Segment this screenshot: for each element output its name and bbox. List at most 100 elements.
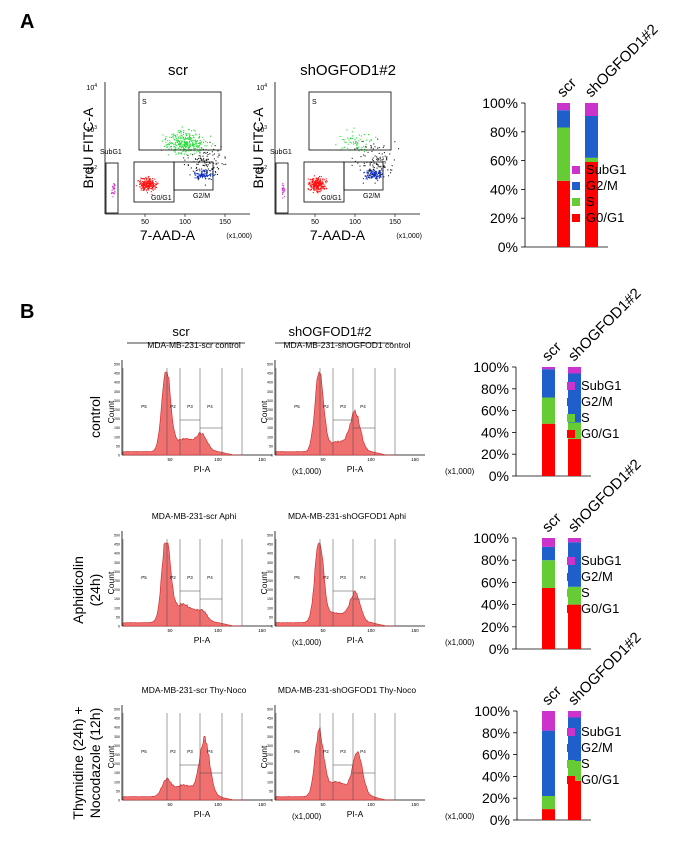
scatter-dot [347, 143, 349, 145]
histogram-gate-label: P4 [360, 749, 366, 754]
bar-category-label: scr [539, 683, 565, 709]
histogram-x-tick: 50 [320, 628, 326, 633]
scatter-dot [375, 163, 377, 165]
histogram-gate-label: P2 [323, 575, 329, 580]
scatter-dot [174, 142, 176, 144]
scatter-dot [370, 145, 372, 147]
scatter-dot [187, 138, 189, 140]
scatter-dot [193, 153, 195, 155]
scatter-dot [187, 145, 189, 147]
scatter-dot [145, 183, 147, 185]
scatter-dot [372, 172, 374, 174]
scatter-dot [319, 178, 321, 180]
scatter-dot [139, 183, 141, 185]
scatter-dot [202, 174, 204, 176]
histogram-y-tick: 50 [269, 789, 273, 793]
scatter-dot [316, 187, 318, 189]
scatter-dot [179, 152, 181, 154]
scatter-dot [318, 190, 320, 192]
histogram-x-tick: 150 [258, 802, 266, 807]
scatter-dot [208, 175, 210, 177]
scatter-dot [213, 148, 215, 150]
scatter-dot [282, 197, 284, 199]
scatter-dot [190, 149, 192, 151]
histogram-thynoco-scr: MDA-MB-231-scr Thy-Noco50045040035030025… [106, 685, 322, 821]
scatter-dot [204, 145, 206, 147]
scatter-dot [386, 158, 388, 160]
scatter-dot [325, 180, 327, 182]
scatter-dot [196, 169, 198, 171]
scatter-dot [141, 184, 143, 186]
bar-segment-s [542, 796, 555, 810]
scatter-dot [373, 171, 375, 173]
scatter-dot [169, 136, 171, 138]
scatter-dot [192, 170, 194, 172]
scatter-dot [178, 139, 180, 141]
scatter-dot [362, 141, 364, 143]
histogram-y-tick: 350 [267, 390, 273, 394]
scatter-dot [144, 183, 146, 185]
scatter-dot [382, 156, 384, 158]
histogram-multiplier: (x1,000) [445, 467, 475, 476]
scatter-dot [372, 171, 374, 173]
stacked-bar-chart-0: 0% 20% 40% 60% 80% 100% scr shOGFOD1#2 SubG1G2/M… [482, 21, 661, 255]
histogram-y-tick: 350 [114, 735, 120, 739]
scatter-dot [175, 145, 177, 147]
scatter-dot [142, 183, 144, 185]
scatter-dot [178, 152, 180, 154]
scatter-dot [143, 188, 145, 190]
scatter-dot [283, 191, 285, 193]
scatter-dot [178, 146, 180, 148]
histogram-gate-label: P2 [170, 404, 176, 409]
row-label-control: control [87, 396, 103, 438]
scatter-dot [348, 139, 350, 141]
scatter-dot [363, 165, 365, 167]
histogram-y-tick: 300 [267, 570, 273, 574]
scatter-dot [142, 186, 144, 188]
legend-label: G2/M [581, 740, 613, 755]
scatter-dot [318, 177, 320, 179]
scatter-dot [355, 141, 357, 143]
scatter-dot [384, 155, 386, 157]
scatter-dot [321, 180, 323, 182]
scatter-dot [372, 160, 374, 162]
histogram-aphi-kd: MDA-MB-231-shOGFOD1 Aphi5004504003503002… [259, 511, 475, 647]
scatter-dot [198, 143, 200, 145]
bar-segment-s [542, 397, 555, 424]
scatter-dot [189, 174, 191, 176]
scatter-dot [384, 160, 386, 162]
scatter-dot [183, 145, 185, 147]
scatter-dot [315, 181, 317, 183]
histogram-gate-label: P5 [294, 575, 300, 580]
scatter-dot [178, 140, 180, 142]
scatter-dot [320, 183, 322, 185]
scatter-dot [376, 178, 378, 180]
scatter-dot [214, 173, 216, 175]
scatter-dot [312, 183, 314, 185]
scatter-dot [325, 178, 327, 180]
scatter-dot [152, 185, 154, 187]
scatter-dot [282, 193, 284, 195]
scatter-dot [378, 147, 380, 149]
scatter-dot [181, 145, 183, 147]
scatter-dot [183, 144, 185, 146]
scatter-dot [185, 138, 187, 140]
scatter-dot [184, 159, 186, 161]
scatter-dot [180, 142, 182, 144]
legend-swatch [567, 776, 575, 784]
scatter-dot [187, 157, 189, 159]
histogram-y-tick: 100 [267, 780, 273, 784]
histogram-title: MDA-MB-231-shOGFOD1 control [283, 340, 410, 350]
scatter-dot [195, 140, 197, 142]
scatter-dot [172, 135, 174, 137]
legend-swatch [567, 414, 575, 422]
scatter-dot [187, 164, 189, 166]
scatter-dot [398, 148, 400, 150]
scatter-dot [152, 189, 154, 191]
scatter-dot [308, 184, 310, 186]
histogram-y-tick: 400 [267, 726, 273, 730]
scatter-dot [141, 177, 143, 179]
bar-y-tick: 80% [481, 552, 509, 568]
scatter-dot [365, 175, 367, 177]
